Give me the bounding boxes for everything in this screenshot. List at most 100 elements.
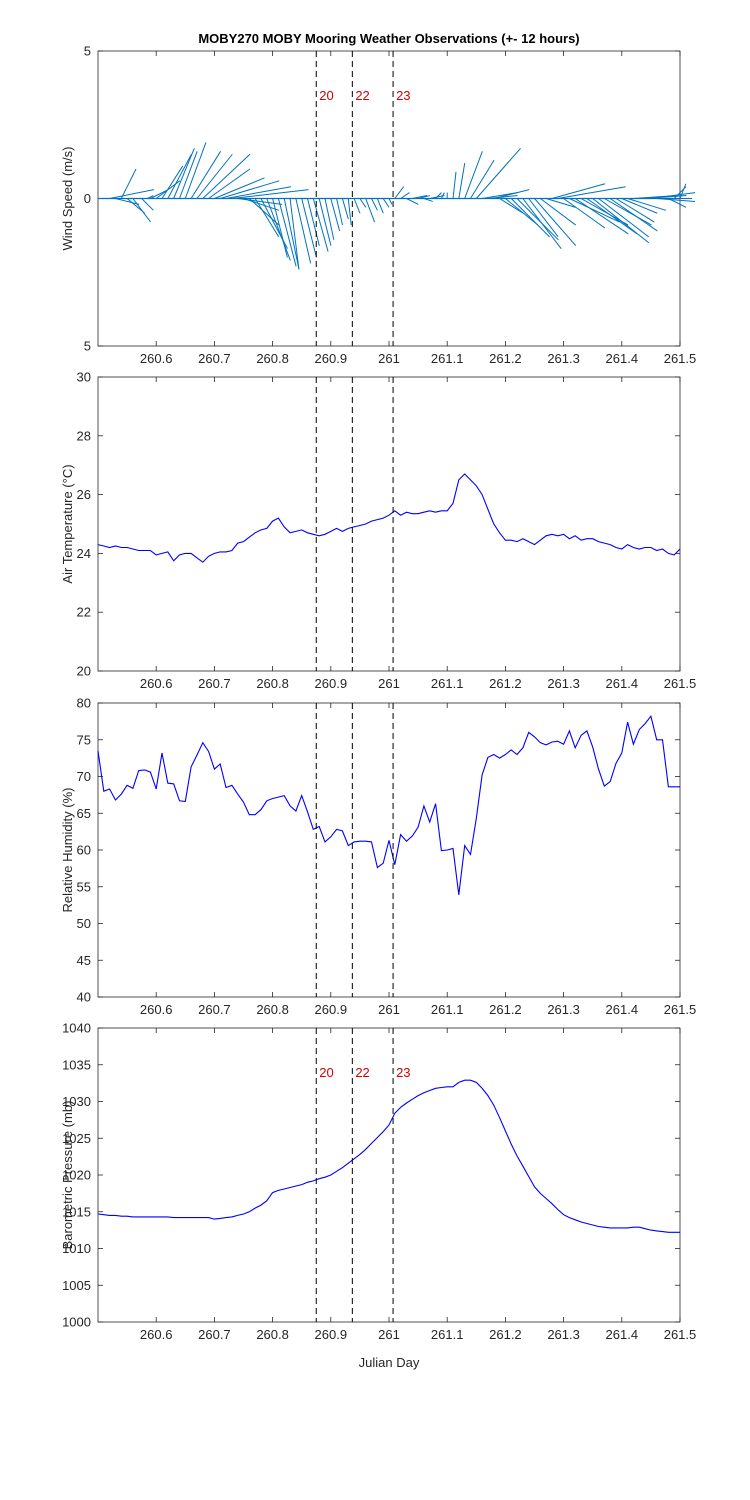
x-tick-label: 261.2 — [489, 351, 522, 366]
panel-4: 260.6 260.7 260.8 260.9 261 261.1 261.2 261.3 26… — [60, 1021, 696, 1343]
x-tick-label: 260.8 — [256, 351, 289, 366]
y-tick-label: 0 — [84, 191, 91, 206]
wind-vector — [307, 198, 320, 246]
y-axis-label: Barometric Pressure (mb) — [60, 1101, 75, 1250]
wind-vector — [534, 198, 577, 247]
x-tick-label: 261.2 — [489, 1327, 522, 1342]
wind-vector — [668, 198, 687, 208]
panel-1: 260.6 260.7 260.8 260.9 261 261.1 261.2 261.3 26… — [60, 44, 696, 367]
y-tick-label: 1010 — [62, 1241, 91, 1256]
wind-vector — [609, 198, 658, 232]
event-label: 20 — [319, 88, 333, 103]
y-tick-label: 1005 — [62, 1278, 91, 1293]
x-tick-label: 261 — [378, 351, 400, 366]
wind-vector — [510, 198, 550, 238]
wind-vector — [318, 198, 332, 246]
wind-vector — [464, 151, 483, 199]
wind-vector — [353, 198, 361, 214]
wind-vector — [440, 192, 445, 199]
wind-vector — [574, 198, 629, 235]
wind-vector — [487, 195, 518, 199]
y-tick-label: 50 — [77, 916, 91, 931]
wind-vector — [604, 198, 652, 226]
wind-vector — [141, 198, 154, 211]
x-tick-label: 261.5 — [664, 1002, 697, 1017]
event-label: 22 — [355, 1065, 369, 1080]
x-tick-label: 261 — [378, 1327, 400, 1342]
wind-vector — [598, 198, 649, 238]
wind-vector — [563, 198, 606, 229]
wind-vector — [225, 186, 292, 199]
event-label: 22 — [355, 88, 369, 103]
x-tick-label: 261 — [378, 1002, 400, 1017]
wind-vector — [376, 198, 384, 214]
wind-vector — [184, 142, 207, 199]
plot-area — [97, 376, 681, 672]
x-tick-label: 260.8 — [256, 676, 289, 691]
y-tick-label: 1025 — [62, 1131, 91, 1146]
x-tick-label: 261.2 — [489, 1002, 522, 1017]
wind-vector — [359, 198, 367, 208]
y-tick-label: 1000 — [62, 1315, 91, 1330]
wind-vector — [400, 192, 410, 199]
event-label: 20 — [319, 1065, 333, 1080]
x-tick-label: 261.3 — [547, 1327, 580, 1342]
wind-vector — [615, 198, 655, 223]
wind-vector — [499, 198, 524, 214]
wind-vector — [173, 148, 195, 199]
wind-vector — [214, 177, 265, 199]
chart-title: MOBY270 MOBY Mooring Weather Observation… — [198, 31, 579, 46]
x-tick-label: 261 — [378, 676, 400, 691]
wind-vector — [109, 189, 154, 199]
x-tick-label: 261.2 — [489, 676, 522, 691]
wind-vector — [295, 198, 312, 264]
x-tick-label: 261.4 — [606, 1002, 639, 1017]
y-tick-label: 45 — [77, 953, 91, 968]
wind-vector — [254, 198, 280, 238]
wind-vector — [365, 198, 376, 223]
panel-2: 260.6 260.7 260.8 260.9 261 261.1 261.2 261.3 26… — [60, 370, 696, 692]
wind-vector — [394, 186, 405, 199]
panel-3: 260.6 260.7 260.8 260.9 261 261.1 261.2 261.3 26… — [60, 696, 696, 1018]
x-tick-label: 261.5 — [664, 1327, 697, 1342]
x-tick-label: 261.1 — [431, 1002, 464, 1017]
wind-vector — [336, 198, 344, 226]
plot-area — [97, 1027, 681, 1323]
wind-vector — [272, 198, 288, 258]
y-tick-label: 75 — [77, 732, 91, 747]
y-axis-label: Air Temperature (°C) — [60, 464, 75, 583]
y-axis-label: Wind Speed (m/s) — [60, 146, 75, 250]
wind-vector — [627, 198, 667, 211]
y-tick-label: 65 — [77, 806, 91, 821]
wind-vector — [412, 195, 428, 199]
y-tick-label: 55 — [77, 879, 91, 894]
wind-vector — [435, 192, 442, 199]
wind-vector — [586, 198, 638, 235]
y-tick-label: 1020 — [62, 1168, 91, 1183]
y-axis-label: Relative Humidity (%) — [60, 788, 75, 913]
y-tick-label: 1035 — [62, 1057, 91, 1072]
y-tick-label: 1030 — [62, 1094, 91, 1109]
wind-vector — [312, 198, 329, 252]
y-tick-label: 60 — [77, 843, 91, 858]
wind-vector — [475, 148, 521, 199]
x-tick-label: 261.3 — [547, 676, 580, 691]
wind-vector — [202, 153, 251, 199]
x-tick-label: 261.3 — [547, 1002, 580, 1017]
x-tick-label: 261.1 — [431, 1327, 464, 1342]
wind-vector — [557, 186, 626, 199]
series-line — [97, 1079, 680, 1233]
wind-vector — [150, 189, 169, 199]
x-tick-label: 261.1 — [431, 676, 464, 691]
wind-vector — [179, 151, 198, 199]
wind-vector — [243, 198, 280, 211]
wind-vector — [522, 198, 562, 249]
x-axis-label: Julian Day — [359, 1355, 420, 1370]
wind-vector — [388, 198, 393, 205]
wind-vector — [120, 168, 137, 199]
x-tick-label: 260.7 — [198, 1327, 231, 1342]
x-tick-label: 260.6 — [140, 676, 173, 691]
wind-vector — [505, 198, 539, 226]
wind-vector — [115, 198, 140, 205]
